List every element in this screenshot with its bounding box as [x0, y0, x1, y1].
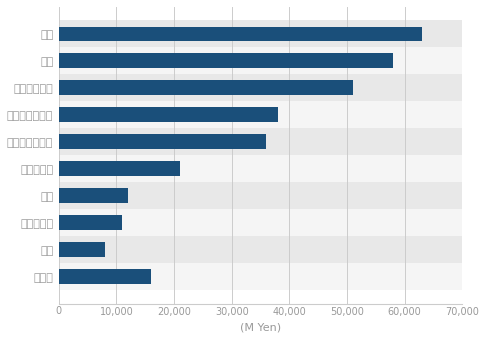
Bar [59, 188, 128, 203]
Bar [59, 74, 462, 101]
Bar [59, 26, 422, 41]
Bar [59, 242, 105, 257]
Bar [59, 269, 151, 284]
Bar [59, 209, 462, 236]
Bar [59, 107, 278, 122]
Bar [59, 54, 393, 68]
Bar [59, 263, 462, 290]
Bar [59, 20, 462, 47]
Bar [59, 47, 462, 74]
Bar [59, 182, 462, 209]
Bar [59, 215, 122, 230]
Bar [59, 80, 353, 95]
X-axis label: (M Yen): (M Yen) [240, 322, 281, 332]
Bar [59, 155, 462, 182]
Bar [59, 101, 462, 128]
Bar [59, 135, 266, 149]
Bar [59, 128, 462, 155]
Bar [59, 161, 180, 176]
Bar [59, 236, 462, 263]
